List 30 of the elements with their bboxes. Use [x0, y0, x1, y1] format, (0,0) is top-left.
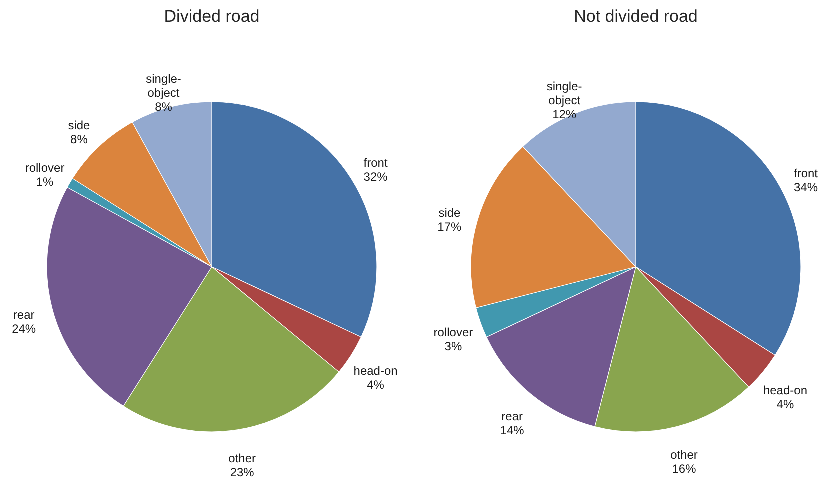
- data-label: 32%: [364, 170, 388, 184]
- data-label: 16%: [672, 462, 697, 476]
- slice-label: front: [794, 166, 819, 181]
- data-label: 8%: [70, 132, 88, 147]
- data-label: 24%: [12, 322, 36, 336]
- data-label: 3%: [444, 340, 462, 354]
- data-label: 1%: [36, 175, 54, 190]
- slice-label: other: [670, 448, 698, 462]
- slice-label: single-object: [146, 72, 182, 100]
- data-label: 17%: [438, 220, 462, 234]
- data-label: 23%: [230, 466, 255, 480]
- data-label: 4%: [776, 398, 794, 412]
- chart-title: Divided road: [164, 7, 260, 26]
- slice-label: head-on: [763, 384, 808, 398]
- slice-label: side: [438, 206, 462, 220]
- slice-label: rear: [13, 308, 35, 322]
- data-label: 8%: [155, 100, 173, 114]
- chart-title: Not divided road: [574, 7, 698, 26]
- slice-label: head-on: [354, 364, 398, 378]
- slice-label: rear: [502, 409, 524, 424]
- data-label: 34%: [794, 180, 818, 195]
- slice-label: rollover: [434, 326, 474, 340]
- slice-label: rollover: [25, 161, 65, 176]
- slice-label: other: [228, 452, 256, 466]
- data-label: 12%: [552, 108, 577, 122]
- slice-label: front: [364, 156, 388, 170]
- slice-label: single-object: [546, 80, 582, 108]
- data-label: 14%: [500, 423, 525, 438]
- data-label: 4%: [367, 378, 385, 392]
- slice-label: side: [68, 118, 91, 133]
